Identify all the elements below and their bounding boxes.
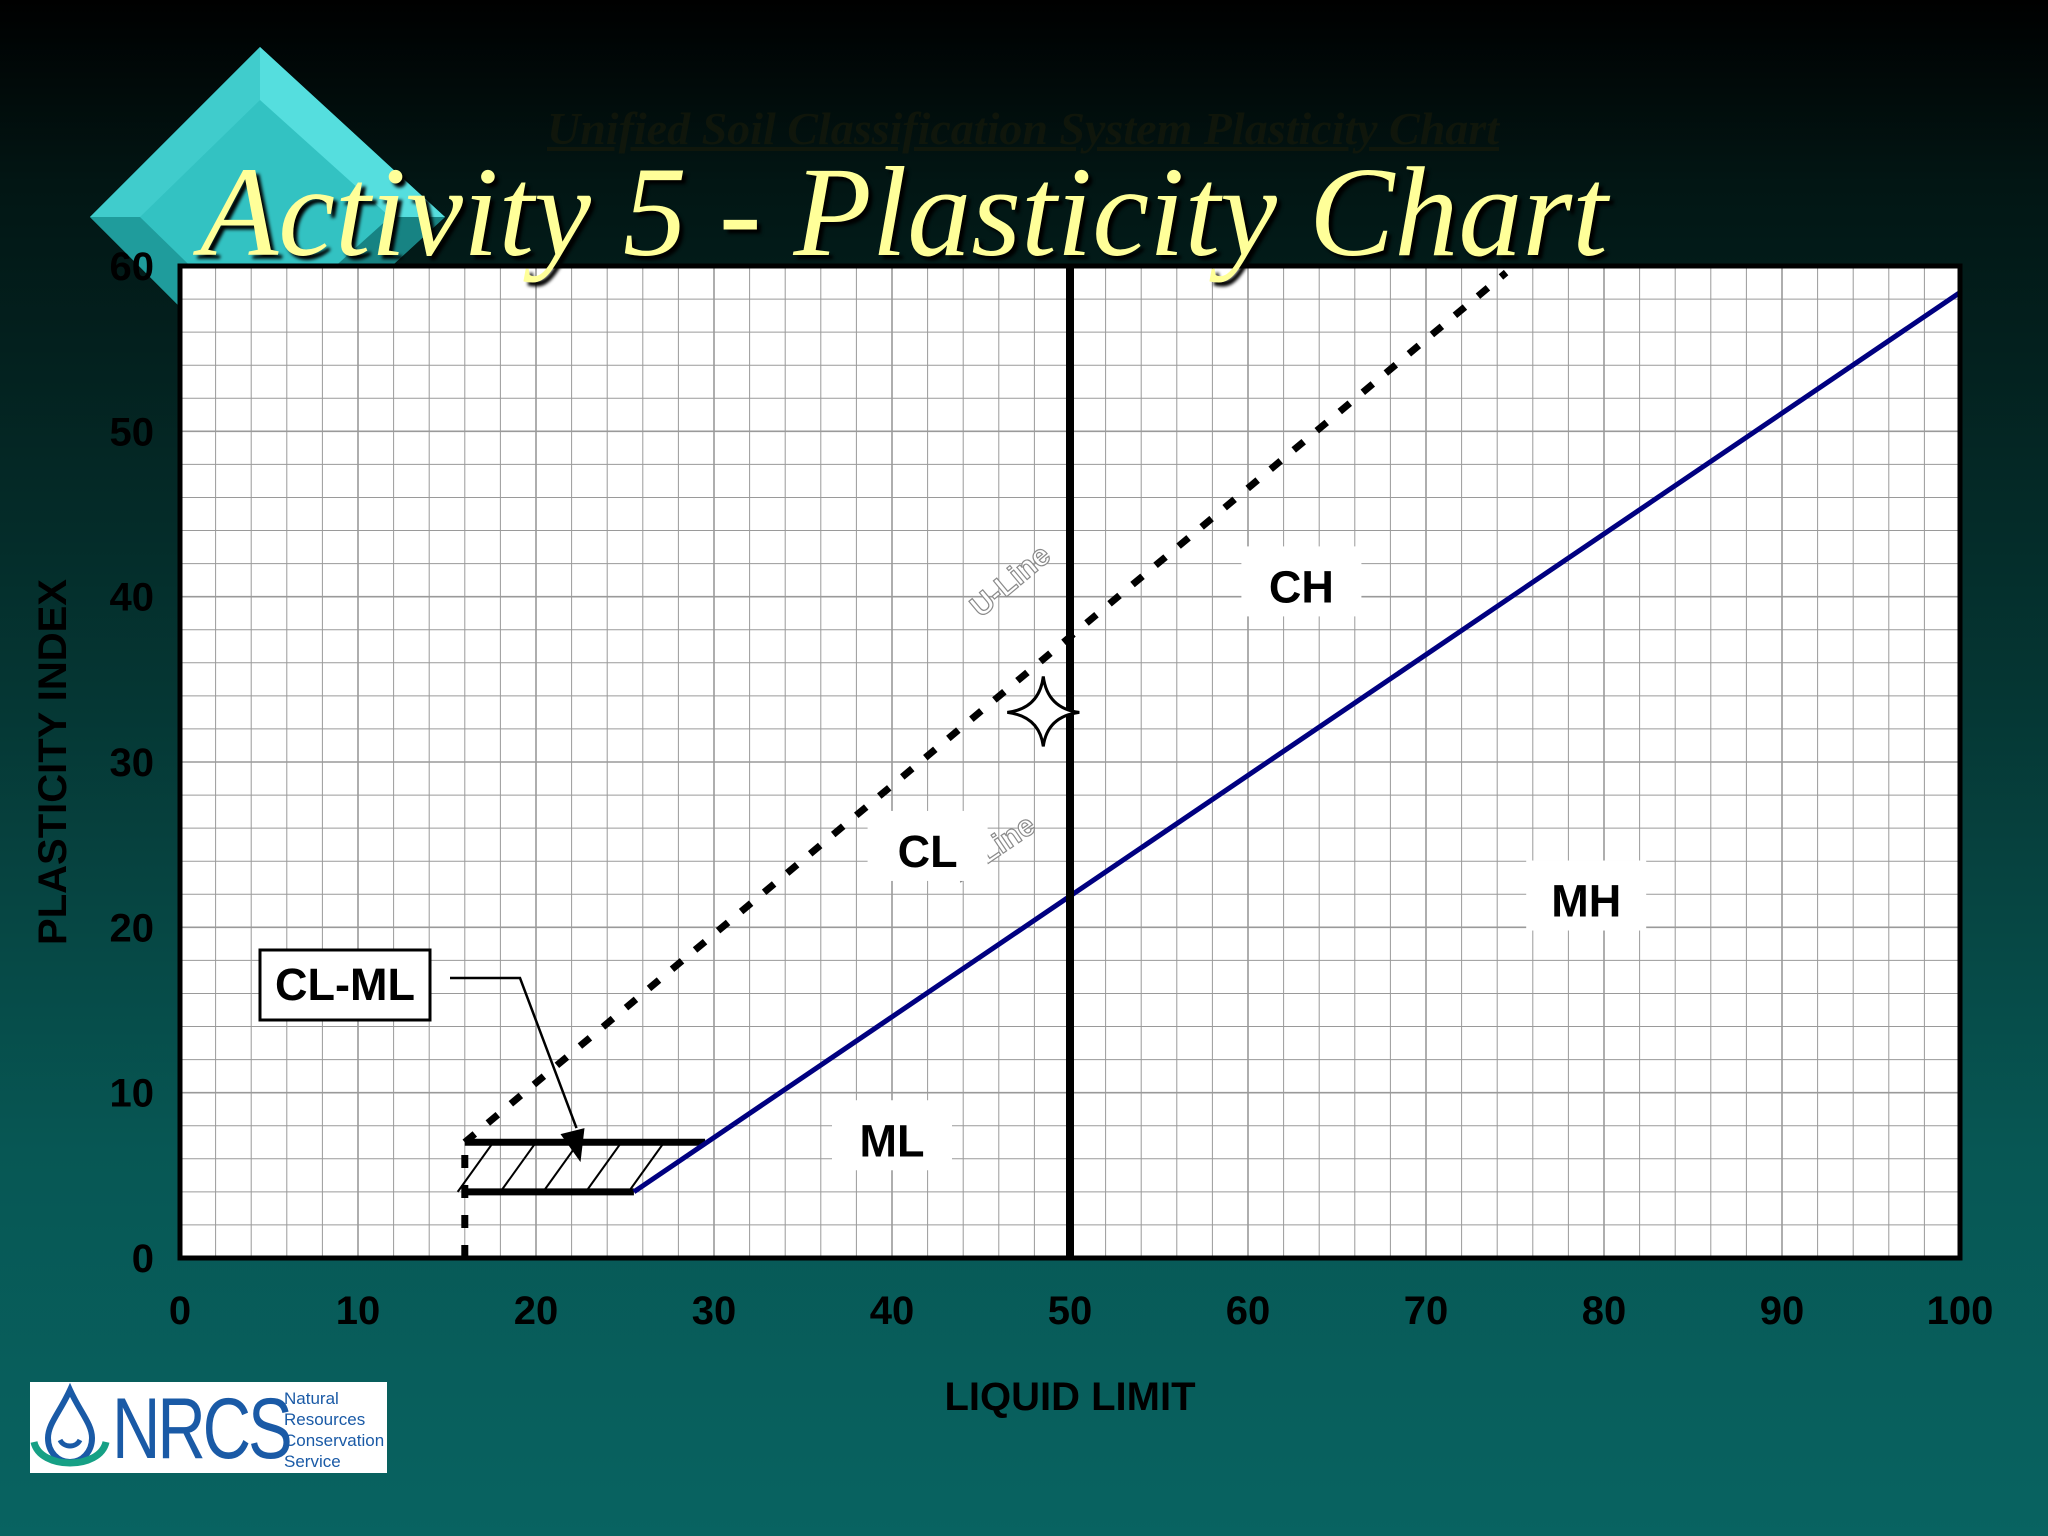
tick-labels: 0 10 20 30 40 50 60 70 80 90 100 0 10 20 30 40 50 60 (110, 245, 1994, 1333)
x-tick-label: 50 (1048, 1289, 1093, 1333)
y-axis-title: PLASTICITY INDEX (31, 579, 75, 945)
y-tick-label: 0 (132, 1237, 154, 1281)
x-tick-label: 70 (1404, 1289, 1449, 1333)
x-tick-label: 100 (1927, 1289, 1994, 1333)
chart-subtitle: Unified Soil Classification System Plast… (546, 103, 1499, 154)
zone-label-bg (1241, 546, 1362, 617)
x-tick-label: 10 (336, 1289, 381, 1333)
x-tick-label: 30 (692, 1289, 737, 1333)
zone-label-ch: CH (1269, 561, 1334, 612)
x-tick-label: 90 (1760, 1289, 1805, 1333)
cl-ml-hatch (499, 1141, 537, 1193)
logo-letters: NRCS (112, 1381, 293, 1477)
zone-label-cl: CL (898, 826, 958, 877)
y-tick-label: 30 (110, 741, 155, 785)
series-a-line (632, 290, 1962, 1194)
nrcs-logo: NRCS Natural Resources Conservation Serv… (30, 1381, 387, 1477)
y-tick-label: 20 (110, 906, 155, 950)
y-tick-label: 50 (110, 410, 155, 454)
zone-label-bg (1526, 860, 1647, 931)
callout-box (258, 948, 432, 1022)
cl-ml-hatch (627, 1141, 665, 1193)
y-tick-label: 40 (110, 576, 155, 620)
zone-label-ml: ML (860, 1115, 925, 1166)
zone-label-bg (832, 1100, 952, 1171)
water-drop-icon (30, 1382, 110, 1467)
x-tick-label: 60 (1226, 1289, 1271, 1333)
y-tick-label: 10 (110, 1072, 155, 1116)
x-tick-label: 80 (1582, 1289, 1627, 1333)
callout-label: CL-ML (275, 959, 415, 1010)
cl-ml-hatch (585, 1141, 623, 1193)
zone-label-mh: MH (1551, 876, 1621, 927)
x-axis-title: LIQUID LIMIT (944, 1375, 1195, 1419)
x-tick-label: 20 (514, 1289, 559, 1333)
plot-frame (177, 263, 1963, 1261)
x-tick-label: 0 (169, 1289, 191, 1333)
logo-text: Natural Resources Conservation Service (284, 1389, 385, 1471)
x-tick-label: 40 (870, 1289, 915, 1333)
zone-label-bg (867, 810, 988, 881)
cl-ml-hatch (456, 1141, 495, 1193)
slide-title: Activity 5 - Plasticity Chart (200, 141, 1608, 283)
callout-arrowhead (560, 1128, 585, 1163)
callout-leader (450, 976, 578, 1129)
y-tick-label: 60 (110, 245, 155, 289)
star-marker (1007, 676, 1080, 747)
